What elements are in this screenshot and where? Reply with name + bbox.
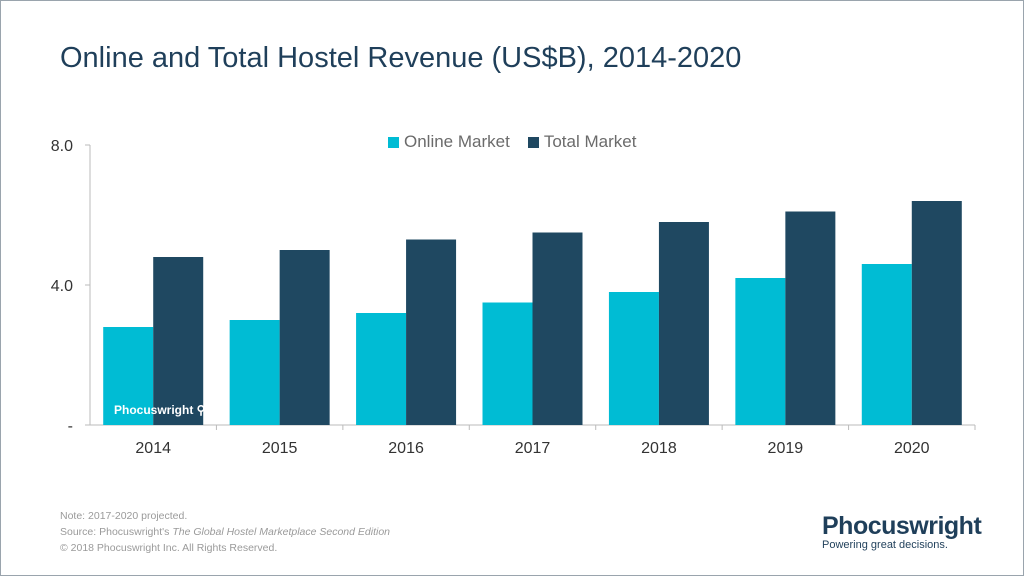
bar-online-2014 bbox=[103, 327, 154, 425]
bar-total-2014 bbox=[153, 257, 204, 425]
logo-tagline: Powering great decisions. bbox=[822, 539, 948, 551]
note-text: Note: 2017-2020 projected. bbox=[60, 510, 188, 522]
bar-online-2016 bbox=[356, 313, 407, 425]
y-tick-label: 8.0 bbox=[51, 138, 73, 155]
bar-total-2015 bbox=[279, 250, 330, 425]
legend-item-total: Total Market bbox=[527, 132, 637, 152]
legend: Online Market Total Market bbox=[388, 132, 636, 152]
y-tick-label: 4.0 bbox=[51, 278, 73, 295]
bar-total-2017 bbox=[532, 232, 583, 425]
bar-online-2017 bbox=[482, 302, 533, 425]
x-tick-label: 2014 bbox=[135, 440, 171, 457]
bar-total-2019 bbox=[785, 211, 836, 425]
bar-total-2020 bbox=[911, 201, 962, 425]
copyright-text: © 2018 Phocuswright Inc. All Rights Rese… bbox=[60, 542, 278, 554]
x-tick-label: 2016 bbox=[388, 440, 424, 457]
logo-name: Phocuswright bbox=[822, 512, 982, 540]
bar-online-2015 bbox=[229, 320, 280, 425]
watermark-logo: Phocuswright ⚲ bbox=[114, 403, 206, 417]
x-tick-label: 2017 bbox=[515, 440, 551, 457]
x-tick-label: 2020 bbox=[894, 440, 930, 457]
legend-label-online: Online Market bbox=[404, 132, 510, 151]
source-title: The Global Hostel Marketplace Second Edi… bbox=[172, 526, 391, 538]
x-tick-label: 2018 bbox=[641, 440, 677, 457]
chart-title: Online and Total Hostel Revenue (US$B), … bbox=[60, 42, 742, 74]
x-tick-label: 2019 bbox=[768, 440, 804, 457]
y-tick-label: - bbox=[68, 418, 73, 435]
legend-swatch-online bbox=[388, 136, 399, 148]
legend-item-online: Online Market bbox=[388, 132, 510, 152]
bar-online-2019 bbox=[735, 278, 786, 425]
x-tick-label: 2015 bbox=[262, 440, 298, 457]
legend-label-total: Total Market bbox=[543, 132, 637, 151]
bar-total-2016 bbox=[406, 239, 457, 425]
footnotes: Note: 2017-2020 projected. Source: Phocu… bbox=[60, 508, 390, 556]
phocuswright-logo: Phocuswright Powering great decisions. bbox=[822, 512, 982, 551]
legend-swatch-total bbox=[527, 136, 539, 148]
source-text: Source: Phocuswright's The Global Hostel… bbox=[60, 524, 390, 540]
bar-total-2018 bbox=[658, 222, 709, 425]
bar-online-2020 bbox=[861, 264, 912, 425]
source-prefix: Source: Phocuswright's bbox=[60, 526, 173, 538]
bar-online-2018 bbox=[608, 292, 659, 425]
